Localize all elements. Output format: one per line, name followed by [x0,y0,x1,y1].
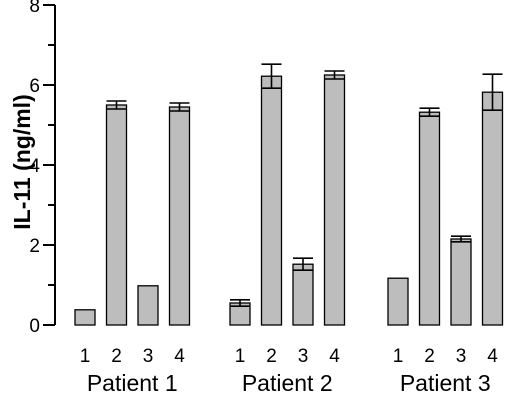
bar [137,285,159,326]
x-category-label: 1 [393,346,404,367]
bar [74,309,96,326]
bar [292,263,314,326]
x-category-label: 4 [329,346,340,367]
bar [323,74,346,326]
bar [260,75,283,326]
group-label: Patient 3 [400,370,491,396]
axes: 0 2 4 6 8 [29,0,56,337]
x-category-label: 3 [143,346,154,367]
x-category-label: 2 [424,346,435,367]
bars [74,63,504,326]
bar [387,277,409,326]
bar [481,91,504,326]
y-tick-label: 6 [29,76,40,97]
x-category-label: 3 [298,346,309,367]
bar [450,238,472,326]
x-category-label: 2 [111,346,122,367]
y-tick-label: 4 [29,156,40,177]
x-category-label: 3 [456,346,467,367]
y-tick-label: 2 [29,236,40,257]
bar [418,111,441,326]
x-category-label: 4 [487,346,498,367]
y-tick-label: 0 [29,316,40,337]
x-category-label: 2 [266,346,277,367]
group-label: Patient 2 [242,370,333,396]
x-category-label: 1 [80,346,91,367]
bar [105,104,128,326]
y-tick-label: 8 [29,0,40,17]
bar [168,106,191,326]
x-category-label: 4 [174,346,185,367]
y-axis-title: IL-11 (ng/ml) [9,94,35,229]
x-category-label: 1 [235,346,246,367]
group-label: Patient 1 [87,370,178,396]
